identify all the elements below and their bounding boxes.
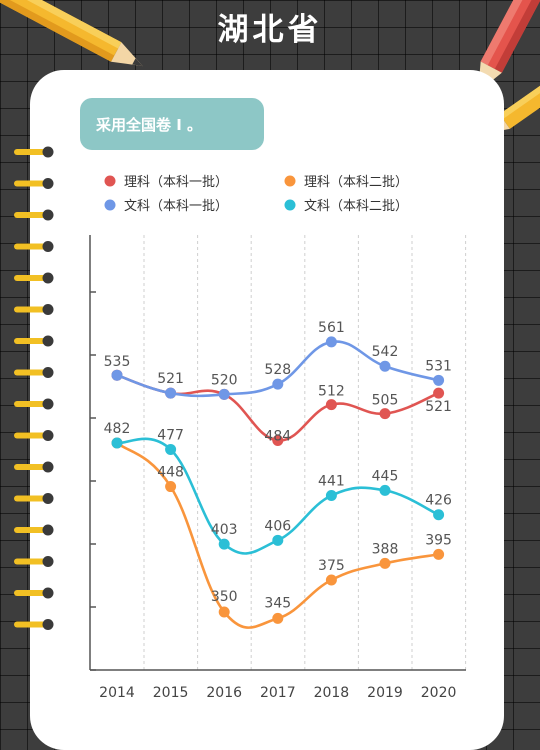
exam-type-badge: 采用全国卷 I 。 (80, 98, 264, 150)
data-label: 426 (425, 493, 452, 509)
binding-ring-icon (14, 493, 54, 504)
data-label: 395 (425, 532, 452, 548)
data-point (218, 538, 230, 550)
data-label: 441 (318, 474, 345, 490)
data-label: 403 (211, 522, 238, 538)
data-point (218, 388, 230, 400)
data-label: 535 (104, 354, 131, 370)
data-label: 484 (264, 428, 291, 444)
data-point (379, 408, 391, 420)
legend-label: 文科（本科一批） (124, 199, 228, 214)
binding-ring-icon (14, 209, 54, 221)
data-label: 520 (211, 372, 238, 388)
page-title: 湖北省 (217, 12, 323, 48)
data-label: 505 (372, 393, 399, 409)
legend-item: 理科（本科二批） (284, 175, 408, 190)
legend-label: 理科（本科二批） (304, 175, 408, 190)
legend-marker (284, 199, 296, 211)
data-point (272, 612, 284, 624)
pencil-left-icon (0, 0, 143, 67)
data-label: 345 (264, 595, 291, 611)
data-point (325, 574, 337, 586)
x-tick-label: 2020 (421, 685, 457, 701)
legend-marker (104, 199, 116, 211)
data-label: 388 (372, 541, 399, 557)
data-label: 406 (264, 518, 291, 534)
data-point (165, 387, 177, 399)
data-point (379, 557, 391, 569)
series-line (111, 336, 445, 400)
data-point (325, 490, 337, 502)
data-point (325, 336, 337, 348)
data-point (272, 534, 284, 546)
data-label: 528 (264, 362, 291, 378)
x-tick-label: 2018 (314, 685, 350, 701)
binding-ring-icon (14, 430, 54, 441)
grid-lines (143, 235, 467, 670)
binding-ring-icon (14, 556, 54, 567)
data-label: 482 (104, 421, 131, 437)
x-tick-label: 2014 (99, 685, 135, 701)
legend-marker (284, 175, 296, 187)
data-label: 448 (157, 465, 184, 481)
x-tick-label: 2015 (153, 685, 189, 701)
data-label: 375 (318, 558, 345, 574)
data-point (165, 481, 177, 493)
binding-ring-icon (14, 524, 54, 536)
data-point (111, 369, 123, 381)
data-point (165, 443, 177, 455)
series-line (111, 437, 445, 629)
binding-ring-icon (14, 619, 54, 630)
binding-ring-icon (14, 367, 54, 378)
binding-ring-icon (14, 461, 54, 473)
data-label: 477 (157, 427, 184, 443)
legend-item: 理科（本科一批） (104, 175, 228, 190)
data-label: 445 (372, 468, 399, 484)
data-label: 350 (211, 589, 238, 605)
binding-ring-icon (14, 304, 54, 315)
data-label: 561 (318, 320, 345, 336)
data-point (218, 606, 230, 618)
data-label: 542 (372, 344, 399, 360)
data-point (433, 548, 445, 560)
x-tick-label: 2017 (260, 685, 296, 701)
data-point (272, 434, 284, 446)
legend-marker (104, 175, 116, 187)
binding-ring-icon (14, 587, 54, 599)
data-point (379, 484, 391, 496)
binding-ring-icon (14, 146, 54, 158)
binding-ring-icon (14, 272, 54, 284)
data-point (433, 374, 445, 386)
binding-ring-icon (14, 398, 54, 410)
data-point (111, 437, 123, 449)
series-line (111, 437, 445, 555)
binding-ring-icon (14, 241, 54, 252)
notebook-binding-rings (14, 146, 54, 630)
legend-item: 文科（本科二批） (284, 199, 408, 214)
binding-ring-icon (14, 335, 54, 347)
data-label: 521 (157, 371, 184, 387)
data-label: 512 (318, 384, 345, 400)
legend-item: 文科（本科一批） (104, 199, 228, 214)
data-label: 531 (425, 358, 452, 374)
binding-ring-icon (14, 178, 54, 189)
data-point (433, 509, 445, 521)
data-label: 521 (425, 399, 452, 415)
data-point (325, 399, 337, 411)
x-tick-label: 2019 (367, 685, 403, 701)
data-point (379, 360, 391, 372)
legend-label: 文科（本科二批） (304, 199, 408, 214)
data-point (272, 378, 284, 390)
score-line-chart: 2014 2015 2016 2017 2018 2019 2020 理科（本科一批） 理科（本… (89, 175, 467, 701)
data-point (433, 387, 445, 399)
legend-label: 理科（本科一批） (124, 175, 228, 190)
x-tick-label: 2016 (206, 685, 242, 701)
